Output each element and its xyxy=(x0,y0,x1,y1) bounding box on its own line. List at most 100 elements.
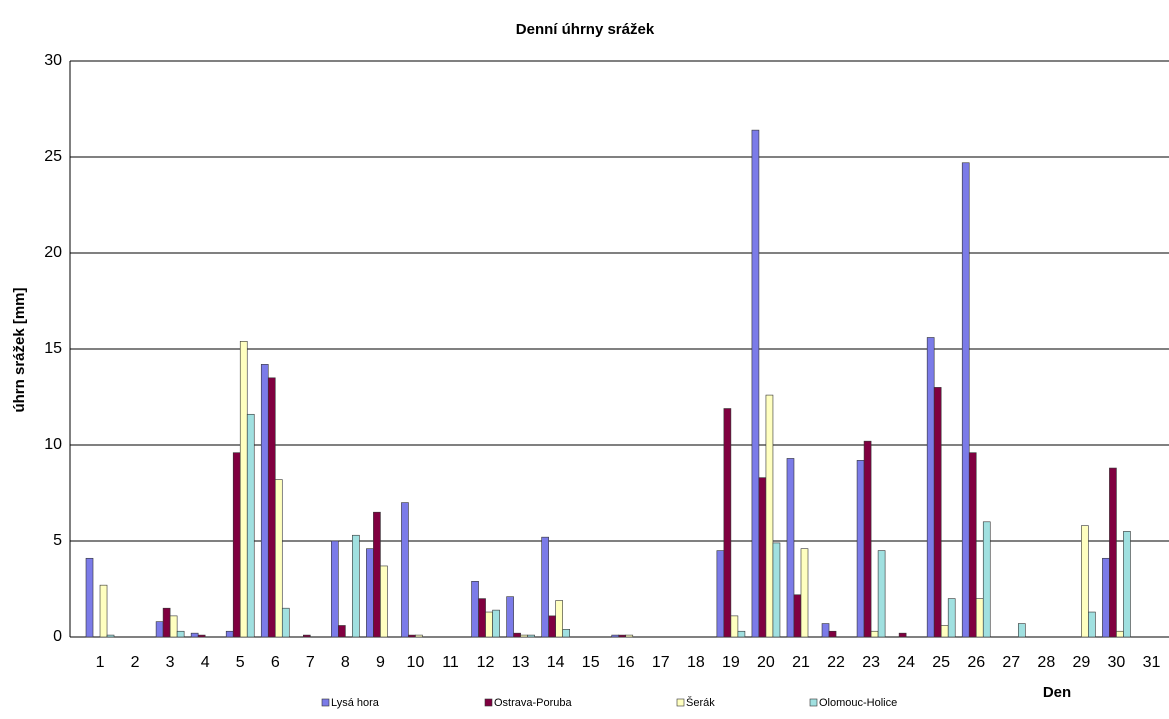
bar xyxy=(267,377,276,638)
y-tick-label: 15 xyxy=(44,340,62,357)
x-tick-label: 28 xyxy=(1037,654,1055,671)
x-tick-label: 22 xyxy=(827,654,845,671)
x-tick-label: 3 xyxy=(166,654,175,671)
bar xyxy=(618,634,627,638)
x-tick-label: 6 xyxy=(271,654,280,671)
x-tick-label: 18 xyxy=(687,654,705,671)
legend-text: Šerák xyxy=(686,696,715,709)
x-tick-label: 1 xyxy=(96,654,105,671)
y-tick-label: 10 xyxy=(44,436,62,453)
x-tick-label: 17 xyxy=(652,654,670,671)
bar xyxy=(751,129,760,638)
bar xyxy=(485,611,493,638)
bar xyxy=(548,615,556,638)
bar xyxy=(415,634,423,638)
x-tick-label: 25 xyxy=(932,654,950,671)
bar xyxy=(527,634,535,638)
bar xyxy=(968,452,977,638)
bar xyxy=(513,632,521,638)
bar xyxy=(274,479,283,638)
bar xyxy=(197,634,206,638)
bar xyxy=(338,625,346,638)
x-tick-label: 27 xyxy=(1002,654,1020,671)
legend-swatch xyxy=(676,698,685,707)
bar xyxy=(401,502,409,638)
x-tick-label: 20 xyxy=(757,654,775,671)
x-axis-title: Den xyxy=(1043,684,1071,701)
bar xyxy=(303,634,311,638)
bar xyxy=(562,629,570,638)
bar xyxy=(1081,525,1089,638)
bar xyxy=(1109,467,1117,638)
bar xyxy=(982,521,991,638)
bar xyxy=(471,581,479,638)
x-tick-label: 5 xyxy=(236,654,245,671)
bar xyxy=(478,598,486,638)
x-tick-label: 19 xyxy=(722,654,740,671)
y-tick-label: 25 xyxy=(44,148,62,165)
x-tick-label: 8 xyxy=(341,654,350,671)
bar xyxy=(898,632,907,638)
x-tick-label: 4 xyxy=(201,654,210,671)
legend-swatch xyxy=(321,698,330,707)
bar xyxy=(828,630,837,638)
legend-swatch xyxy=(484,698,493,707)
bar xyxy=(1116,630,1124,638)
bar xyxy=(408,634,416,638)
legend-text: Olomouc-Holice xyxy=(819,697,897,709)
bar xyxy=(856,460,865,638)
bar xyxy=(821,623,830,638)
x-tick-label: 29 xyxy=(1072,654,1090,671)
bar xyxy=(520,634,528,638)
x-tick-label: 21 xyxy=(792,654,810,671)
bar xyxy=(99,584,108,638)
y-tick-label: 20 xyxy=(44,244,62,261)
y-tick-label: 0 xyxy=(53,628,62,645)
x-tick-label: 12 xyxy=(477,654,495,671)
bar xyxy=(232,452,241,638)
bar xyxy=(85,557,94,638)
bar xyxy=(1102,557,1110,638)
y-tick-label: 30 xyxy=(44,52,62,69)
bar xyxy=(506,596,514,638)
bar xyxy=(800,548,809,638)
x-tick-label: 14 xyxy=(547,654,565,671)
bar xyxy=(366,548,374,638)
bar xyxy=(793,594,802,638)
chart-title: Denní úhrny srážek xyxy=(516,21,655,38)
bar xyxy=(541,536,549,638)
bar xyxy=(863,440,872,638)
bar xyxy=(716,550,725,638)
bar xyxy=(281,607,290,638)
bar xyxy=(1088,611,1096,638)
x-tick-label: 16 xyxy=(617,654,635,671)
bar xyxy=(225,630,234,638)
y-axis-title: úhrn srážek [mm] xyxy=(11,287,28,412)
legend-text: Lysá hora xyxy=(331,697,380,709)
bar xyxy=(176,630,185,638)
bar xyxy=(169,615,178,638)
bar xyxy=(239,341,248,638)
x-tick-label: 13 xyxy=(512,654,530,671)
bar xyxy=(947,598,956,638)
bar xyxy=(260,364,269,638)
y-tick-label: 5 xyxy=(53,532,62,549)
bar xyxy=(730,615,739,638)
x-tick-label: 24 xyxy=(897,654,915,671)
bar xyxy=(765,394,774,638)
x-tick-label: 30 xyxy=(1108,654,1126,671)
x-tick-label: 2 xyxy=(131,654,140,671)
legend-swatch xyxy=(809,698,818,707)
x-tick-label: 10 xyxy=(407,654,425,671)
x-tick-label: 15 xyxy=(582,654,600,671)
bar xyxy=(373,511,381,638)
x-tick-label: 9 xyxy=(376,654,385,671)
legend-text: Ostrava-Poruba xyxy=(494,697,573,709)
bar xyxy=(737,630,746,638)
x-tick-label: 31 xyxy=(1143,654,1161,671)
bar xyxy=(492,609,500,638)
bar xyxy=(961,162,970,638)
bar xyxy=(786,458,795,638)
bar xyxy=(246,413,255,638)
